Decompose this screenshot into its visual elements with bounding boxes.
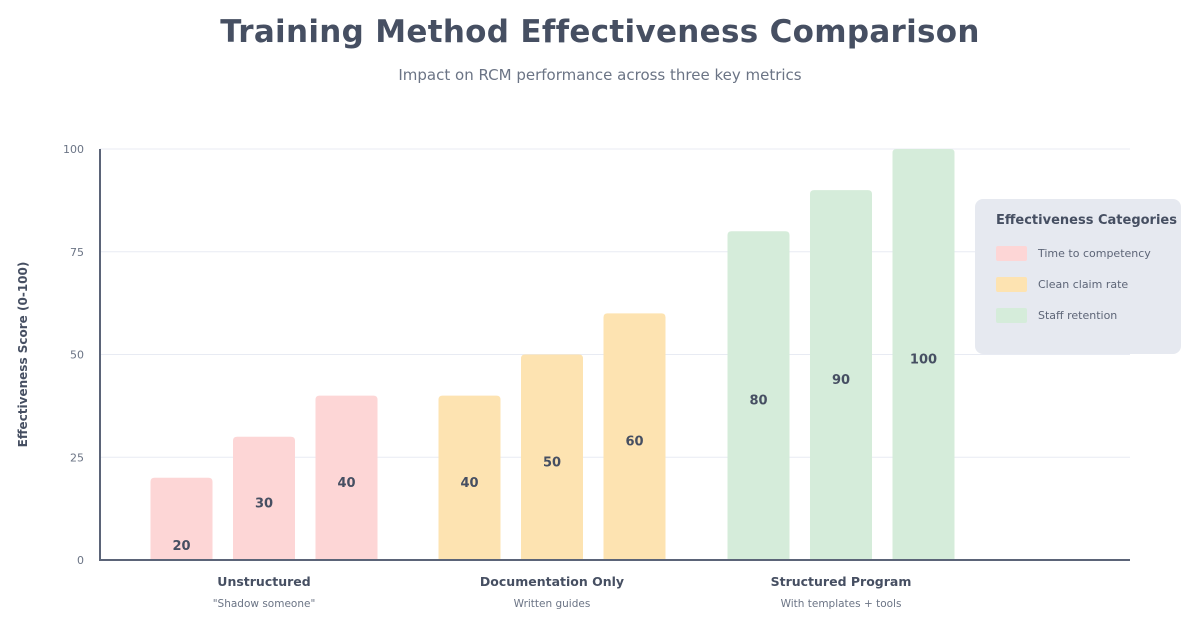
bar-value-label: 100	[910, 353, 937, 368]
y-tick-label: 75	[70, 246, 84, 259]
x-category-label: Structured Program	[771, 574, 912, 589]
bar	[438, 395, 501, 560]
x-category-label: Documentation Only	[480, 574, 624, 589]
bar	[727, 231, 790, 560]
chart-title: Training Method Effectiveness Comparison	[220, 14, 980, 50]
x-category-sublabel: "Shadow someone"	[213, 598, 316, 610]
bar-value-label: 80	[749, 394, 767, 409]
bar	[521, 354, 583, 560]
legend: Effectiveness Categories Time to compete…	[975, 199, 1181, 354]
legend-item-staff-retention: Staff retention	[996, 307, 1117, 323]
legend-swatch	[996, 276, 1027, 292]
bar-value-label: 20	[172, 539, 190, 554]
legend-title: Effectiveness Categories	[996, 213, 1177, 228]
y-tick-label: 50	[70, 349, 84, 362]
bar	[892, 149, 955, 560]
legend-label: Staff retention	[1038, 308, 1118, 322]
legend-label: Clean claim rate	[1038, 277, 1129, 291]
y-tick-label: 100	[63, 143, 84, 156]
bar-value-label: 60	[625, 435, 643, 450]
legend-swatch	[996, 245, 1027, 261]
x-category-label: Unstructured	[217, 574, 310, 589]
legend-item-time-to-competency: Time to competency	[996, 245, 1151, 261]
legend-item-clean-claim-rate: Clean claim rate	[996, 276, 1128, 292]
chart-subtitle: Impact on RCM performance across three k…	[398, 66, 802, 84]
bar-value-label: 50	[543, 455, 561, 470]
bar	[810, 190, 872, 560]
bar	[315, 395, 378, 560]
bar	[150, 477, 213, 560]
x-category-sublabel: Written guides	[514, 598, 591, 610]
bar-value-label: 30	[255, 496, 273, 511]
x-category-sublabel: With templates + tools	[781, 598, 902, 610]
bar	[603, 313, 666, 560]
bar-value-label: 40	[460, 476, 478, 491]
bar	[233, 436, 295, 560]
y-axis-title: Effectiveness Score (0-100)	[16, 262, 30, 448]
y-tick-label: 25	[70, 451, 84, 464]
legend-swatch	[996, 307, 1027, 323]
bar-value-label: 90	[832, 373, 850, 388]
legend-label: Time to competency	[1038, 246, 1151, 260]
y-tick-label: 0	[77, 554, 84, 567]
bar-value-label: 40	[337, 476, 355, 491]
